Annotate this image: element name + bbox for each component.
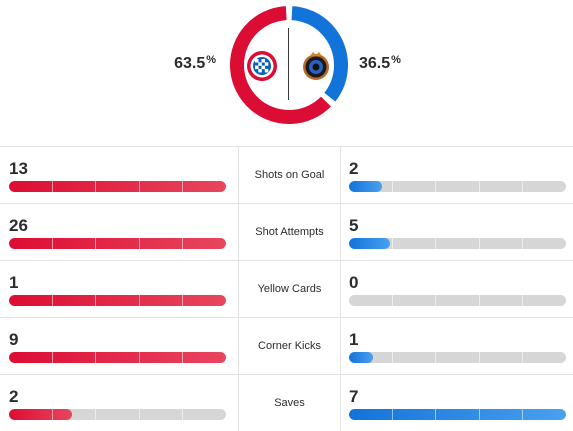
away-percent-symbol: %	[391, 54, 401, 66]
stat-label-cell: Corner Kicks	[238, 318, 341, 374]
home-stat-value: 13	[9, 159, 28, 178]
stat-label: Yellow Cards	[257, 283, 322, 295]
home-stat-bar	[9, 352, 226, 363]
away-stat-value: 7	[349, 387, 359, 406]
possession-header: 63.5% 36.5%	[0, 0, 573, 135]
stat-row: 9 Corner Kicks 1	[0, 317, 573, 374]
stat-label: Saves	[274, 397, 305, 409]
home-stat-fill	[9, 352, 226, 363]
home-stat-value: 26	[9, 216, 28, 235]
home-stat-fill	[9, 181, 226, 192]
away-stat-fill	[349, 409, 566, 420]
home-stat-bar	[9, 409, 226, 420]
home-stat-fill	[9, 238, 226, 249]
stat-label: Corner Kicks	[258, 340, 321, 352]
stat-label-cell: Shot Attempts	[238, 204, 341, 260]
bayern-munich-crest-icon	[247, 51, 277, 81]
away-stat-bar	[349, 295, 566, 306]
possession-donut	[230, 6, 348, 124]
stat-label: Shots on Goal	[254, 169, 325, 181]
away-stat-value: 2	[349, 159, 359, 178]
match-stats-table: 13 Shots on Goal 2 26 Shot Attempts 5 1 …	[0, 146, 573, 431]
away-stat-value: 5	[349, 216, 359, 235]
home-stat-value: 1	[9, 273, 19, 292]
stat-row: 1 Yellow Cards 0	[0, 260, 573, 317]
away-stat-fill	[349, 181, 382, 192]
home-possession-arc	[230, 6, 348, 124]
home-stat-bar	[9, 238, 226, 249]
away-stat-value: 1	[349, 330, 359, 349]
away-stat-fill	[349, 352, 373, 363]
away-stat-value: 0	[349, 273, 359, 292]
home-stat-bar	[9, 181, 226, 192]
stat-label-cell: Yellow Cards	[238, 261, 341, 317]
stat-row: 2 Saves 7	[0, 374, 573, 431]
stat-label: Shot Attempts	[255, 226, 324, 238]
away-possession-value: 36.5	[359, 55, 391, 72]
home-percent-symbol: %	[206, 54, 216, 66]
club-brugge-crest-icon	[303, 52, 329, 80]
stat-row: 13 Shots on Goal 2	[0, 146, 573, 203]
away-stat-bar	[349, 352, 566, 363]
home-possession: 63.5%	[174, 54, 216, 73]
away-stat-bar	[349, 181, 566, 192]
home-stat-fill	[9, 409, 72, 420]
stat-label-cell: Shots on Goal	[238, 147, 341, 203]
home-stat-fill	[9, 295, 226, 306]
away-stat-fill	[349, 238, 391, 249]
away-possession: 36.5%	[359, 54, 401, 73]
home-stat-value: 2	[9, 387, 19, 406]
stat-row: 26 Shot Attempts 5	[0, 203, 573, 260]
home-possession-value: 63.5	[174, 55, 206, 72]
away-stat-bar	[349, 409, 566, 420]
away-stat-bar	[349, 238, 566, 249]
stat-label-cell: Saves	[238, 375, 341, 431]
home-stat-value: 9	[9, 330, 19, 349]
team-divider	[288, 28, 289, 100]
home-stat-bar	[9, 295, 226, 306]
away-possession-arc	[230, 6, 348, 124]
